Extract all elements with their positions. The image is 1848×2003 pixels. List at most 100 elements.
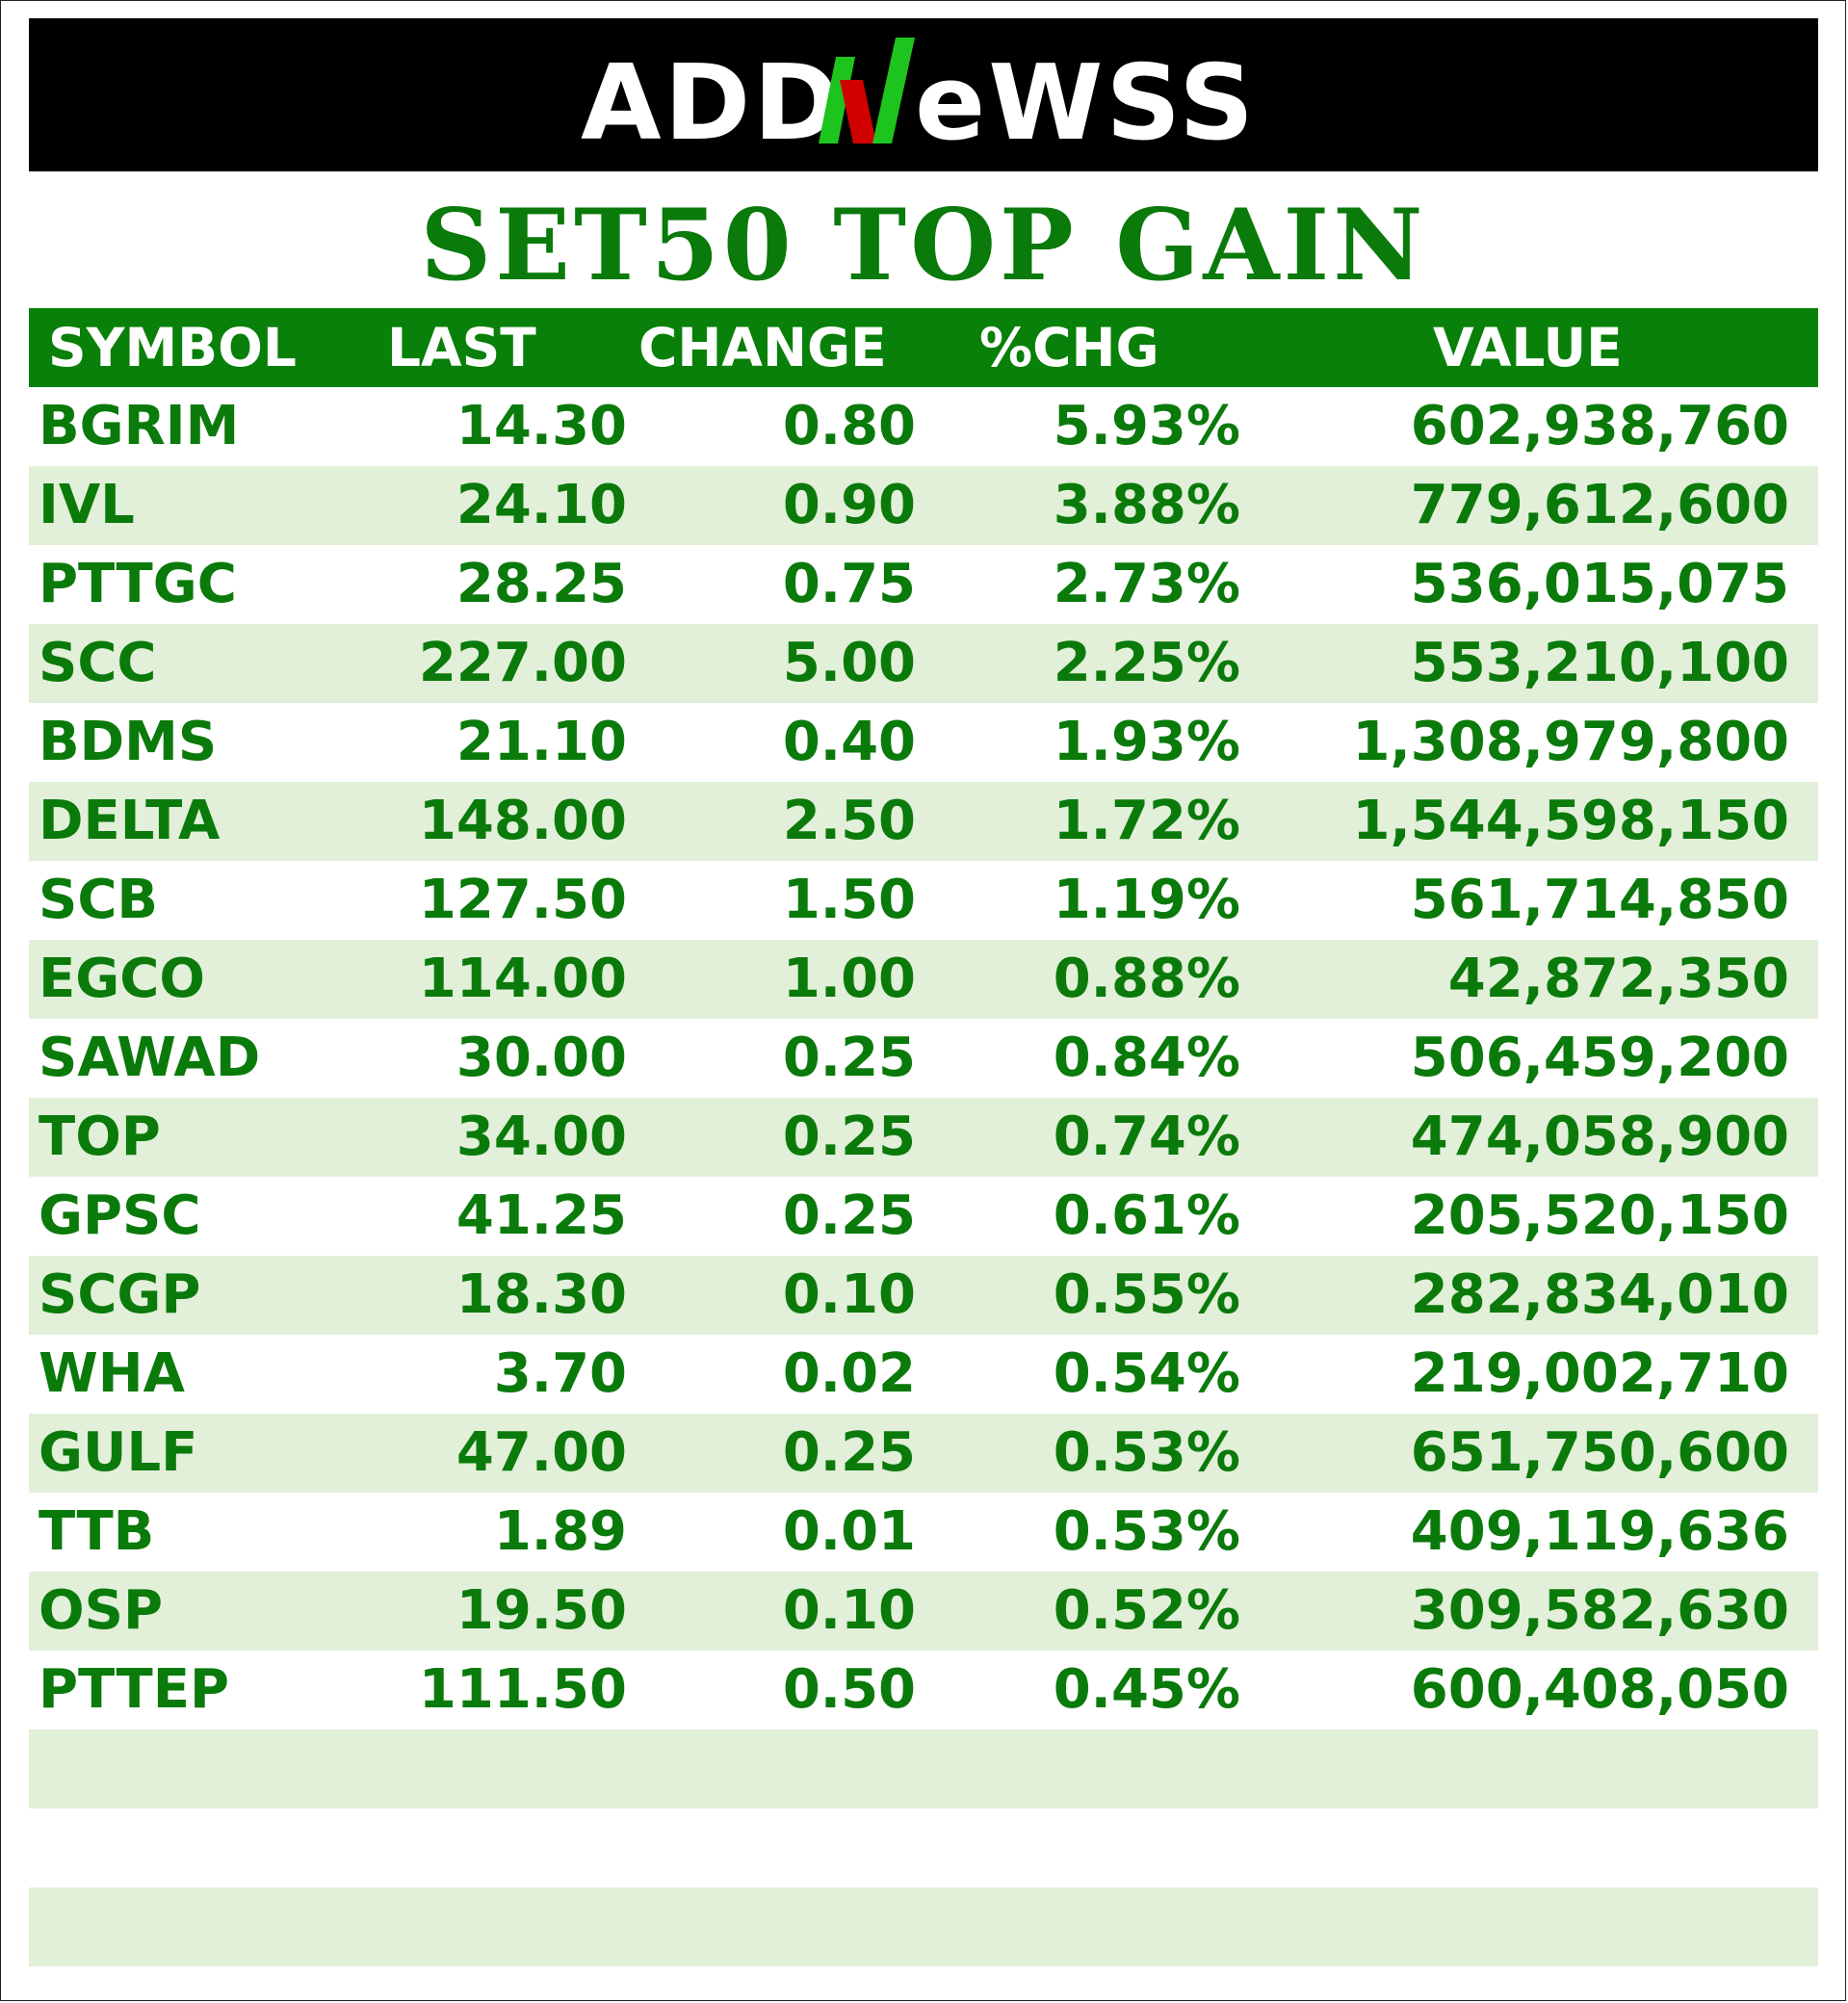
page-title: SET50 TOP GAIN xyxy=(420,188,1427,303)
addnewss-logo: ADD eWSS xyxy=(581,38,1254,164)
cell-pct-change: 0.54% xyxy=(1053,1342,1240,1405)
header-last: LAST xyxy=(387,317,536,378)
table-row: DELTA 148.00 2.50 1.72% 1,544,598,150 xyxy=(29,782,1818,861)
table-row: SCC 227.00 5.00 2.25% 553,210,100 xyxy=(29,624,1818,703)
header-pct-change: %CHG xyxy=(979,317,1159,378)
cell-value: 651,750,600 xyxy=(1410,1421,1789,1484)
cell-symbol: TTB xyxy=(39,1500,155,1563)
cell-pct-change: 3.88% xyxy=(1053,474,1240,536)
table-row: WHA 3.70 0.02 0.54% 219,002,710 xyxy=(29,1335,1818,1414)
cell-last: 148.00 xyxy=(418,790,627,852)
cell-symbol: TOP xyxy=(39,1106,161,1168)
table-row: EGCO 114.00 1.00 0.88% 42,872,350 xyxy=(29,940,1818,1019)
cell-pct-change: 0.74% xyxy=(1053,1106,1240,1168)
cell-pct-change: 0.53% xyxy=(1053,1421,1240,1484)
cell-change: 0.40 xyxy=(782,711,916,773)
cell-pct-change: 2.73% xyxy=(1053,553,1240,615)
cell-symbol: PTTEP xyxy=(39,1658,230,1721)
logo-text-left: ADD xyxy=(581,43,843,164)
table-row: IVL 24.10 0.90 3.88% 779,612,600 xyxy=(29,466,1818,545)
cell-last: 114.00 xyxy=(418,948,627,1010)
cell-value: 42,872,350 xyxy=(1447,948,1789,1010)
cell-pct-change: 0.61% xyxy=(1053,1184,1240,1247)
header-symbol: SYMBOL xyxy=(48,317,297,378)
cell-value: 1,544,598,150 xyxy=(1352,790,1789,852)
cell-value: 553,210,100 xyxy=(1410,632,1789,694)
cell-last: 3.70 xyxy=(493,1342,627,1405)
cell-change: 0.90 xyxy=(782,474,916,536)
cell-value: 602,938,760 xyxy=(1410,395,1789,457)
cell-pct-change: 0.88% xyxy=(1053,948,1240,1010)
table-row: PTTEP 111.50 0.50 0.45% 600,408,050 xyxy=(29,1651,1818,1730)
cell-symbol: WHA xyxy=(39,1342,185,1405)
table-row: TOP 34.00 0.25 0.74% 474,058,900 xyxy=(29,1098,1818,1177)
cell-pct-change: 5.93% xyxy=(1053,395,1240,457)
gainers-table: SYMBOL LAST CHANGE %CHG VALUE BGRIM 14.30… xyxy=(29,308,1818,1966)
cell-pct-change: 0.45% xyxy=(1053,1658,1240,1721)
cell-last: 111.50 xyxy=(418,1658,627,1721)
cell-last: 21.10 xyxy=(455,711,627,773)
table-row: OSP 19.50 0.10 0.52% 309,582,630 xyxy=(29,1572,1818,1651)
cell-symbol: EGCO xyxy=(39,948,205,1010)
cell-symbol: SAWAD xyxy=(39,1027,261,1089)
cell-value: 474,058,900 xyxy=(1410,1106,1789,1168)
table-row: PTTGC 28.25 0.75 2.73% 536,015,075 xyxy=(29,545,1818,624)
table-row: TTB 1.89 0.01 0.53% 409,119,636 xyxy=(29,1493,1818,1572)
cell-value: 1,308,979,800 xyxy=(1352,711,1789,773)
cell-value: 506,459,200 xyxy=(1410,1027,1789,1089)
cell-symbol: BDMS xyxy=(39,711,218,773)
cell-pct-change: 2.25% xyxy=(1053,632,1240,694)
cell-change: 0.25 xyxy=(782,1027,916,1089)
cell-last: 1.89 xyxy=(493,1500,627,1563)
cell-change: 2.50 xyxy=(782,790,916,852)
cell-symbol: BGRIM xyxy=(39,395,240,457)
header-change: CHANGE xyxy=(638,317,887,378)
cell-symbol: DELTA xyxy=(39,790,221,852)
cell-pct-change: 0.84% xyxy=(1053,1027,1240,1089)
cell-last: 24.10 xyxy=(455,474,627,536)
cell-pct-change: 1.93% xyxy=(1053,711,1240,773)
cell-pct-change: 1.19% xyxy=(1053,869,1240,931)
table-body: BGRIM 14.30 0.80 5.93% 602,938,760 IVL 24.10 0.… xyxy=(29,387,1818,1966)
cell-value: 309,582,630 xyxy=(1410,1579,1789,1642)
table-row xyxy=(29,1808,1818,1887)
cell-last: 28.25 xyxy=(455,553,627,615)
cell-last: 127.50 xyxy=(418,869,627,931)
cell-pct-change: 0.55% xyxy=(1053,1263,1240,1326)
table-row: SCGP 18.30 0.10 0.55% 282,834,010 xyxy=(29,1256,1818,1335)
table-row: SCB 127.50 1.50 1.19% 561,714,850 xyxy=(29,861,1818,940)
table-row: BDMS 21.10 0.40 1.93% 1,308,979,800 xyxy=(29,703,1818,782)
cell-change: 0.25 xyxy=(782,1421,916,1484)
cell-value: 779,612,600 xyxy=(1410,474,1789,536)
cell-value: 282,834,010 xyxy=(1410,1263,1789,1326)
cell-symbol: PTTGC xyxy=(39,553,237,615)
cell-value: 409,119,636 xyxy=(1410,1500,1789,1563)
cell-change: 0.75 xyxy=(782,553,916,615)
logo-n-mark xyxy=(819,38,915,143)
cell-last: 19.50 xyxy=(455,1579,627,1642)
cell-change: 0.50 xyxy=(782,1658,916,1721)
cell-change: 1.50 xyxy=(782,869,916,931)
table-row: SAWAD 30.00 0.25 0.84% 506,459,200 xyxy=(29,1019,1818,1098)
cell-last: 18.30 xyxy=(455,1263,627,1326)
header-value: VALUE xyxy=(1433,317,1623,378)
brand-banner: ADD eWSS xyxy=(29,18,1818,171)
cell-value: 219,002,710 xyxy=(1410,1342,1789,1405)
table-row: BGRIM 14.30 0.80 5.93% 602,938,760 xyxy=(29,387,1818,466)
cell-change: 0.25 xyxy=(782,1106,916,1168)
cell-last: 41.25 xyxy=(455,1184,627,1247)
cell-last: 14.30 xyxy=(455,395,627,457)
cell-symbol: GULF xyxy=(39,1421,198,1484)
table-row: GPSC 41.25 0.25 0.61% 205,520,150 xyxy=(29,1177,1818,1256)
cell-change: 0.25 xyxy=(782,1184,916,1247)
cell-change: 0.10 xyxy=(782,1263,916,1326)
cell-pct-change: 1.72% xyxy=(1053,790,1240,852)
cell-pct-change: 0.53% xyxy=(1053,1500,1240,1563)
cell-change: 0.01 xyxy=(782,1500,916,1563)
cell-symbol: IVL xyxy=(39,474,135,536)
cell-change: 1.00 xyxy=(782,948,916,1010)
cell-last: 30.00 xyxy=(455,1027,627,1089)
cell-value: 600,408,050 xyxy=(1410,1658,1789,1721)
table-header: SYMBOL LAST CHANGE %CHG VALUE xyxy=(29,308,1818,387)
